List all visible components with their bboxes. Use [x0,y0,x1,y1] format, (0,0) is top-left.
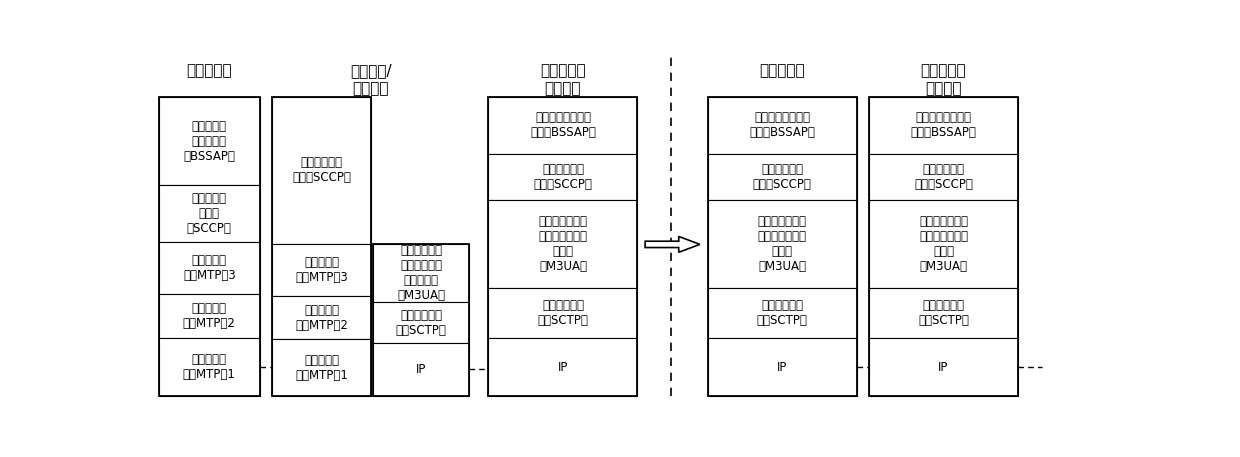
Bar [373,244,469,303]
Bar [273,97,371,244]
Bar [869,338,1018,396]
Bar [489,200,637,288]
Text: 媒体传输协议第
三级用户的适配
层协议
（M3UA）: 媒体传输协议第 三级用户的适配 层协议 （M3UA） [758,215,806,273]
Text: 基站系统的
应用层协议
（BSSAP）: 基站系统的 应用层协议 （BSSAP） [184,120,236,163]
Bar [708,154,857,200]
Text: 基站控制器: 基站控制器 [186,64,232,79]
Text: 媒体传输协议第
三级用户的适配
层协议
（M3UA）: 媒体传输协议第 三级用户的适配 层协议 （M3UA） [538,215,588,273]
Bar [869,154,1018,200]
Bar [708,288,857,338]
Bar [489,338,637,396]
Polygon shape [645,236,699,252]
Text: 流控制传输协
议（SCTP）: 流控制传输协 议（SCTP） [918,299,968,327]
Text: 媒体传输协
议（MTP）3: 媒体传输协 议（MTP）3 [184,254,236,282]
Bar [489,154,637,200]
Bar [159,185,259,242]
Bar [489,97,637,396]
Text: 信令连接控制
协议（SCCP）: 信令连接控制 协议（SCCP） [753,163,811,191]
Bar [708,200,857,288]
Bar [159,294,259,338]
Bar [869,288,1018,338]
Bar [708,97,857,396]
Bar [373,244,469,396]
Text: 信令连接控制
协议（SCCP）: 信令连接控制 协议（SCCP） [914,163,973,191]
Text: 媒体传输协
议（MTP）2: 媒体传输协 议（MTP）2 [295,303,348,332]
Bar [489,97,637,154]
Text: 媒体传输协
议（MTP）3: 媒体传输协 议（MTP）3 [295,256,348,284]
Bar [273,97,371,396]
Text: 基站控制器: 基站控制器 [759,64,805,79]
Bar [159,242,259,294]
Bar [489,288,637,338]
Text: 移动交换中
心服务器: 移动交换中 心服务器 [920,64,966,96]
Bar [159,97,259,396]
Text: 移动交换中
心服务器: 移动交换中 心服务器 [541,64,585,96]
Bar [159,338,259,396]
Bar [273,296,371,340]
Text: 媒体网关/
信令网关: 媒体网关/ 信令网关 [350,64,392,96]
Text: 流控制传输协
议（SCTP）: 流控制传输协 议（SCTP） [396,308,446,336]
Text: 基站系统的应用层
协议（BSSAP）: 基站系统的应用层 协议（BSSAP） [529,112,596,139]
Text: 信令连接控制
协议（SCCP）: 信令连接控制 协议（SCCP） [533,163,593,191]
Text: IP: IP [777,361,787,373]
Text: 流控制传输协
议（SCTP）: 流控制传输协 议（SCTP） [756,299,807,327]
Bar [869,97,1018,154]
Text: 流控制传输协
议（SCTP）: 流控制传输协 议（SCTP） [537,299,589,327]
Text: 媒体传输协议第
三级用户的适配
层协议
（M3UA）: 媒体传输协议第 三级用户的适配 层协议 （M3UA） [919,215,968,273]
Bar [373,343,469,396]
Bar [869,97,1018,396]
Bar [708,338,857,396]
Text: 信令连接控制
协议（SCCP）: 信令连接控制 协议（SCCP） [293,156,351,184]
Bar [159,97,259,185]
Text: IP: IP [558,361,568,373]
Text: 基站系统的应用层
协议（BSSAP）: 基站系统的应用层 协议（BSSAP） [910,112,976,139]
Bar [273,244,371,296]
Bar [373,303,469,343]
Text: 媒体传输协
议（MTP）2: 媒体传输协 议（MTP）2 [182,302,236,330]
Text: IP: IP [939,361,949,373]
Text: 媒体传输协议
第三级用户的
适配层协议
（M3UA）: 媒体传输协议 第三级用户的 适配层协议 （M3UA） [397,244,445,302]
Bar [708,97,857,154]
Bar [273,340,371,396]
Text: 基站系统的应用层
协议（BSSAP）: 基站系统的应用层 协议（BSSAP） [749,112,815,139]
Text: 媒体传输协
议（MTP）1: 媒体传输协 议（MTP）1 [182,353,236,381]
Text: 信令连接控
制协议
（SCCP）: 信令连接控 制协议 （SCCP） [187,192,232,235]
Text: 媒体传输协
议（MTP）1: 媒体传输协 议（MTP）1 [295,354,348,382]
Text: IP: IP [415,363,427,376]
Bar [869,200,1018,288]
